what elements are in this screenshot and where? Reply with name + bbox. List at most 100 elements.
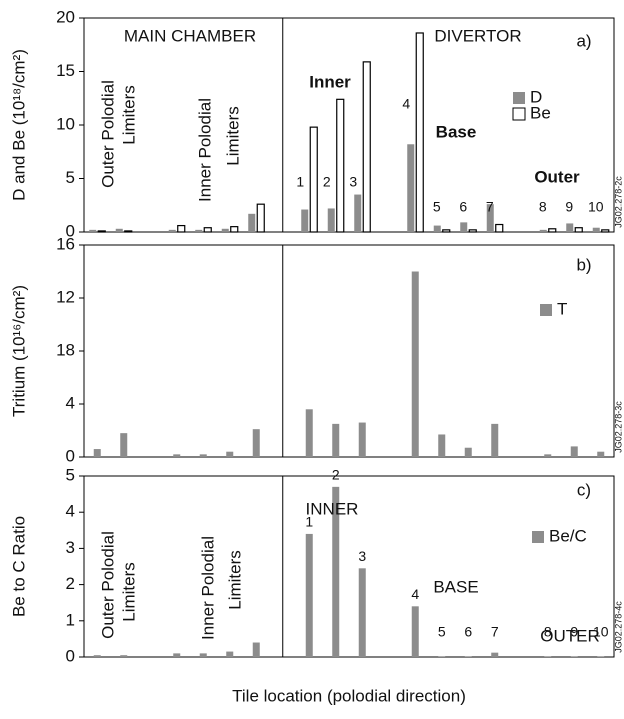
y-tick-label: 10 [56, 114, 75, 133]
y-tick-label: 1 [66, 610, 75, 629]
category-label: 8 [539, 199, 547, 215]
category-label: 10 [588, 199, 604, 215]
category-label: 9 [565, 199, 573, 215]
bar [115, 228, 123, 232]
annotation: OUTER [540, 626, 600, 645]
category-label: 7 [486, 199, 494, 215]
bar [252, 642, 260, 657]
y-tick-label: 0 [66, 446, 75, 465]
y-tick-label: 15 [56, 61, 75, 80]
y-tick-label: 12 [56, 287, 75, 306]
x-axis-label: Tile location (polodial direction) [232, 686, 466, 705]
category-label: 5 [433, 199, 441, 215]
bar [199, 454, 207, 457]
annotation: Outer Polodial [98, 80, 117, 188]
annotation: Base [436, 122, 477, 141]
bar [336, 98, 345, 233]
bar [544, 454, 552, 457]
category-label: 1 [296, 174, 304, 190]
bar [221, 228, 229, 232]
bar [544, 656, 552, 657]
category-label: 1 [305, 514, 313, 530]
bar [464, 447, 472, 457]
bar [226, 651, 234, 657]
category-label: 4 [411, 586, 419, 602]
category-label: 6 [464, 624, 472, 640]
bar [438, 434, 446, 457]
bar [566, 223, 574, 232]
bar [495, 223, 504, 233]
bar [354, 194, 362, 232]
bar [256, 203, 265, 233]
bar [362, 61, 371, 233]
bar [433, 225, 441, 232]
y-axis-label: D and Be (10¹⁸/cm²) [9, 49, 28, 201]
bar [230, 226, 239, 233]
y-tick-label: 0 [66, 221, 75, 240]
category-label: 4 [402, 96, 410, 112]
bar [592, 227, 600, 232]
legend-label: T [557, 299, 567, 318]
legend-label: Be/C [549, 526, 587, 545]
figure-id: JG02.278-4c [613, 601, 623, 653]
legend-swatch [532, 531, 544, 543]
bar [195, 229, 203, 232]
bar [438, 656, 446, 657]
y-tick-label: 5 [66, 465, 75, 484]
bar [199, 653, 207, 657]
annotation: Outer Polodial [98, 531, 117, 639]
category-label: 3 [358, 548, 366, 564]
bar [93, 655, 101, 657]
y-tick-label: 4 [66, 393, 75, 412]
bar [464, 656, 472, 657]
plot-frame [83, 17, 615, 233]
category-label: 7 [491, 624, 499, 640]
y-axis-label: Tritium (10¹⁶/cm²) [9, 285, 28, 417]
plot-frame [83, 475, 615, 658]
annotation: BASE [433, 577, 478, 596]
legend-swatch [512, 107, 526, 121]
annotation: b) [576, 255, 591, 274]
bar [93, 449, 101, 457]
annotation: Limiters [119, 85, 138, 145]
bar [173, 454, 181, 457]
bar [468, 229, 477, 233]
figure-id: JG02.278-2c [613, 176, 623, 228]
bar [301, 209, 309, 232]
plot-frame [83, 244, 615, 458]
bar [442, 229, 451, 233]
bar [332, 423, 340, 457]
bar [411, 606, 419, 657]
bar [203, 227, 212, 233]
bar [358, 422, 366, 457]
y-tick-label: 4 [66, 502, 75, 521]
bar [486, 204, 494, 232]
bar [601, 229, 610, 233]
bar [411, 271, 419, 457]
annotation: MAIN CHAMBER [124, 26, 256, 45]
bar [97, 230, 106, 233]
y-tick-label: 0 [66, 646, 75, 665]
legend-label: Be [530, 103, 551, 122]
legend-label: D [530, 87, 542, 106]
bar [305, 409, 313, 457]
bar [358, 568, 366, 657]
bar [168, 229, 176, 232]
bar [248, 213, 256, 232]
bar [570, 656, 578, 657]
annotation: DIVERTOR [434, 26, 521, 45]
annotation: Inner Polodial [198, 536, 217, 640]
bar [574, 227, 583, 233]
bar [309, 126, 318, 233]
y-tick-label: 20 [56, 7, 75, 26]
legend-swatch [540, 304, 552, 316]
bar [327, 208, 335, 232]
bar [539, 229, 547, 232]
bar [415, 32, 424, 233]
bar [407, 144, 415, 232]
bar [491, 423, 499, 457]
bar [570, 446, 578, 457]
category-label: 3 [349, 174, 357, 190]
bar [89, 229, 97, 232]
category-label: 9 [570, 624, 578, 640]
